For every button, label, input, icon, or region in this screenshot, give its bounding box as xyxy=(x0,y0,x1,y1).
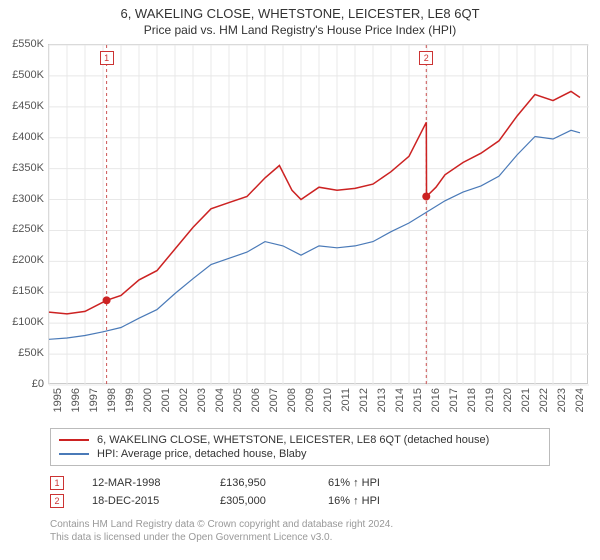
chart-container: 6, WAKELING CLOSE, WHETSTONE, LEICESTER,… xyxy=(0,0,600,560)
footer-attribution: Contains HM Land Registry data © Crown c… xyxy=(50,518,393,544)
y-tick-label: £350K xyxy=(12,162,44,174)
x-tick-label: 2000 xyxy=(142,388,154,412)
sale-date: 18-DEC-2015 xyxy=(92,495,192,507)
sale-marker-box: 2 xyxy=(419,51,433,65)
plot-area: 12 xyxy=(48,44,588,384)
x-tick-label: 2021 xyxy=(520,388,532,412)
x-tick-label: 2014 xyxy=(394,388,406,412)
x-tick-label: 2010 xyxy=(322,388,334,412)
legend-label: HPI: Average price, detached house, Blab… xyxy=(97,448,307,460)
x-tick-label: 1998 xyxy=(106,388,118,412)
y-tick-label: £500K xyxy=(12,69,44,81)
x-tick-label: 1999 xyxy=(124,388,136,412)
x-tick-label: 2016 xyxy=(430,388,442,412)
chart-subtitle: Price paid vs. HM Land Registry's House … xyxy=(0,21,600,37)
y-tick-label: £300K xyxy=(12,193,44,205)
x-tick-label: 2017 xyxy=(448,388,460,412)
sale-marker-box: 1 xyxy=(100,51,114,65)
x-tick-label: 2012 xyxy=(358,388,370,412)
legend-swatch xyxy=(59,453,89,455)
legend: 6, WAKELING CLOSE, WHETSTONE, LEICESTER,… xyxy=(50,428,550,466)
footer-line-2: This data is licensed under the Open Gov… xyxy=(50,531,393,544)
chart-svg xyxy=(49,45,589,385)
x-tick-label: 2013 xyxy=(376,388,388,412)
x-tick-label: 2023 xyxy=(556,388,568,412)
y-tick-label: £400K xyxy=(12,131,44,143)
chart-title: 6, WAKELING CLOSE, WHETSTONE, LEICESTER,… xyxy=(0,0,600,21)
sale-date: 12-MAR-1998 xyxy=(92,477,192,489)
y-tick-label: £0 xyxy=(32,378,44,390)
sale-pct-vs-hpi: 61% ↑ HPI xyxy=(328,477,438,489)
sales-table: 1 12-MAR-1998 £136,950 61% ↑ HPI 2 18-DEC-201… xyxy=(50,474,438,510)
x-tick-label: 2007 xyxy=(268,388,280,412)
sale-price: £136,950 xyxy=(220,477,300,489)
legend-row: HPI: Average price, detached house, Blab… xyxy=(59,447,541,461)
x-tick-label: 2005 xyxy=(232,388,244,412)
x-tick-label: 2015 xyxy=(412,388,424,412)
x-tick-label: 2024 xyxy=(574,388,586,412)
legend-row: 6, WAKELING CLOSE, WHETSTONE, LEICESTER,… xyxy=(59,433,541,447)
x-tick-label: 2019 xyxy=(484,388,496,412)
x-tick-label: 2018 xyxy=(466,388,478,412)
x-tick-label: 2003 xyxy=(196,388,208,412)
x-tick-label: 2008 xyxy=(286,388,298,412)
x-tick-label: 2006 xyxy=(250,388,262,412)
y-tick-label: £150K xyxy=(12,285,44,297)
sale-row: 1 12-MAR-1998 £136,950 61% ↑ HPI xyxy=(50,474,438,492)
sale-row-marker: 2 xyxy=(50,494,64,508)
x-tick-label: 2004 xyxy=(214,388,226,412)
y-tick-label: £550K xyxy=(12,38,44,50)
y-tick-label: £450K xyxy=(12,100,44,112)
sale-row-marker: 1 xyxy=(50,476,64,490)
x-tick-label: 2011 xyxy=(340,388,352,412)
legend-label: 6, WAKELING CLOSE, WHETSTONE, LEICESTER,… xyxy=(97,434,489,446)
x-tick-label: 2001 xyxy=(160,388,172,412)
x-tick-label: 2009 xyxy=(304,388,316,412)
y-tick-label: £250K xyxy=(12,223,44,235)
y-tick-label: £50K xyxy=(18,347,44,359)
x-tick-label: 1997 xyxy=(88,388,100,412)
sale-pct-vs-hpi: 16% ↑ HPI xyxy=(328,495,438,507)
x-tick-label: 1995 xyxy=(52,388,64,412)
sale-price: £305,000 xyxy=(220,495,300,507)
x-tick-label: 2020 xyxy=(502,388,514,412)
x-tick-label: 2022 xyxy=(538,388,550,412)
legend-swatch xyxy=(59,439,89,441)
sale-row: 2 18-DEC-2015 £305,000 16% ↑ HPI xyxy=(50,492,438,510)
x-tick-label: 1996 xyxy=(70,388,82,412)
x-tick-label: 2002 xyxy=(178,388,190,412)
footer-line-1: Contains HM Land Registry data © Crown c… xyxy=(50,518,393,531)
y-tick-label: £100K xyxy=(12,316,44,328)
y-tick-label: £200K xyxy=(12,254,44,266)
